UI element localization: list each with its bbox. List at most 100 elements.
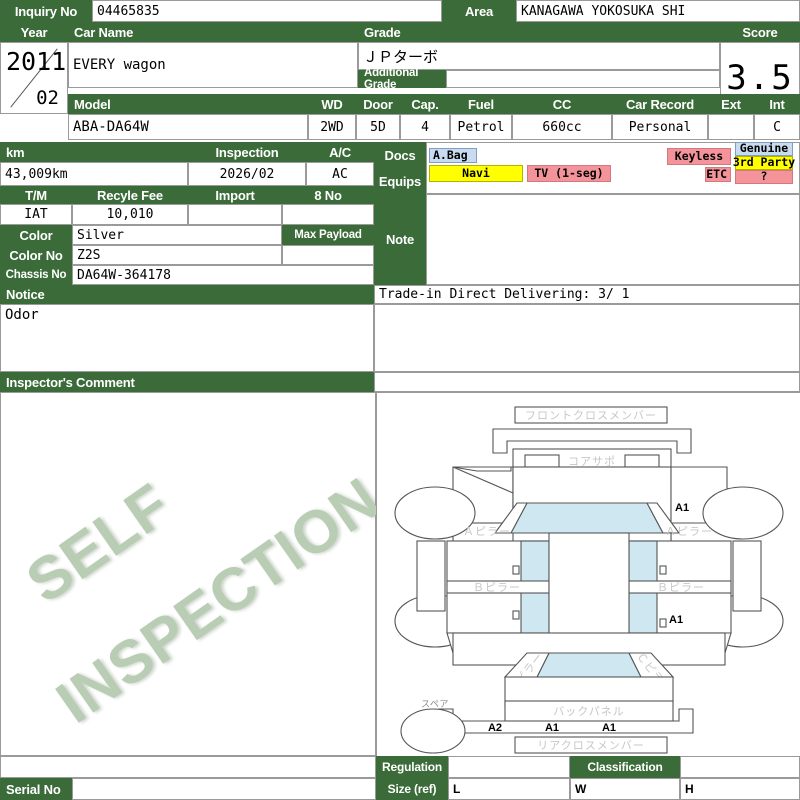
notice-right-blank: [374, 304, 800, 372]
front-cross-member-label: フロントクロスメンバー: [525, 409, 657, 422]
cap-value: 4: [400, 114, 450, 140]
core-support-left-box: [524, 454, 560, 468]
classification-label: Classification: [570, 756, 680, 778]
left-side-panel: [416, 540, 446, 612]
year-value: 2011: [6, 47, 67, 76]
wd-value: 2WD: [308, 114, 356, 140]
inspection-value: 2026/02: [188, 162, 306, 186]
car-record-label: Car Record: [612, 94, 708, 114]
core-support-label: コアサポ: [568, 455, 616, 468]
serial-no-label: Serial No: [0, 778, 72, 800]
a-pillar-left-label: Ａピラー: [463, 525, 511, 538]
rear-bumper-shape: [438, 708, 694, 734]
damage-code-rear-right: A1: [669, 614, 683, 626]
recycle-fee-value: 10,010: [72, 204, 188, 225]
ext-value: [708, 114, 754, 140]
badge-3rd-party[interactable]: 3rd Party: [732, 155, 796, 170]
wheel-front-left: [394, 486, 476, 540]
import-value: [188, 204, 282, 225]
a-pillar-right-shape: [646, 502, 681, 534]
core-support-right-box: [624, 454, 660, 468]
color-label: Color: [0, 225, 72, 245]
damage-code-rear-bumper-center: A1: [545, 722, 559, 734]
cc-label: CC: [512, 94, 612, 114]
a-pillar-left-shape: [493, 502, 528, 534]
badge-tv[interactable]: TV (1-seg): [527, 165, 611, 182]
footer-left-blank: [0, 756, 376, 778]
year-diagonal-line: [10, 48, 58, 108]
car-name-value: EVERY wagon: [68, 42, 358, 88]
int-value: C: [754, 114, 800, 140]
b-pillar-left-label: Ｂピラー: [473, 581, 521, 594]
badge-genuine[interactable]: Genuine: [735, 142, 793, 156]
inspection-label: Inspection: [188, 142, 306, 162]
a-pillar-right-label: Ａピラー: [665, 525, 713, 538]
front-cross-member-shape: [514, 406, 668, 424]
additional-grade-value: [446, 70, 720, 88]
rear-left-door-handle: [512, 610, 520, 620]
badge-abag[interactable]: A.Bag: [429, 148, 477, 163]
regulation-value: [448, 756, 570, 778]
badge-navi[interactable]: Navi: [429, 165, 523, 182]
delivery-value: Trade-in Direct Delivering: 3/ 1: [374, 285, 800, 304]
color-no-label: Color No: [0, 245, 72, 265]
size-ref-label: Size (ref): [376, 778, 448, 800]
size-l: L: [448, 778, 570, 800]
grade-value: ＪＰターボ: [358, 42, 720, 70]
inspector-comment-value: [0, 392, 376, 756]
car-record-value: Personal: [612, 114, 708, 140]
int-label: Int: [754, 94, 800, 114]
equipment-badges-area: A.Bag Navi TV (1-seg) Keyless ETC Genuin…: [426, 142, 800, 194]
year-value-cell: 2011 02: [0, 42, 68, 114]
year-label: Year: [0, 22, 68, 42]
b-pillar-right-label: Ｂピラー: [657, 581, 705, 594]
tm-label: T/M: [0, 186, 72, 204]
fuel-label: Fuel: [450, 94, 512, 114]
inquiry-no-label: Inquiry No: [0, 0, 92, 22]
km-value: 43,009km: [0, 162, 188, 186]
inspector-comment-label: Inspector's Comment: [0, 372, 374, 392]
rear-glass: [536, 652, 642, 678]
notice-value: Odor: [0, 304, 374, 372]
damage-code-rear-bumper-right: A1: [602, 722, 616, 734]
equips-label: Equips: [374, 168, 426, 194]
max-payload-value: [282, 245, 374, 265]
score-label: Score: [720, 22, 800, 42]
note-label: Note: [374, 194, 426, 285]
eight-no-value: [282, 204, 374, 225]
car-damage-diagram: フロントクロスメンバー コアサポ A1: [376, 392, 800, 758]
rear-right-door-glass: [628, 588, 658, 634]
cc-value: 660cc: [512, 114, 612, 140]
car-name-label: Car Name: [68, 22, 358, 42]
area-label: Area: [442, 0, 516, 22]
door-value: 5D: [356, 114, 400, 140]
diagram-top-blank: [374, 372, 800, 392]
front-right-door-handle: [659, 565, 667, 575]
model-value: ABA-DA64W: [68, 114, 308, 140]
badge-etc[interactable]: ETC: [705, 167, 731, 182]
back-panel-label: バックパネル: [553, 705, 624, 718]
color-value: Silver: [72, 225, 282, 245]
ac-value: AC: [306, 162, 374, 186]
badge-unknown[interactable]: ?: [735, 170, 793, 184]
fuel-value: Petrol: [450, 114, 512, 140]
rear-cross-member-label: リアクロスメンバー: [537, 739, 644, 752]
ac-label: A/C: [306, 142, 374, 162]
area-value: KANAGAWA YOKOSUKA SHI: [516, 0, 800, 22]
damage-code-rear-bumper-left: A2: [488, 722, 502, 734]
notice-label: Notice: [0, 285, 374, 304]
badge-keyless[interactable]: Keyless: [667, 148, 731, 165]
rear-cross-member-shape: [514, 736, 668, 754]
wd-label: WD: [308, 94, 356, 114]
inquiry-no-value: 04465835: [92, 0, 442, 22]
car-diagram-svg: フロントクロスメンバー コアサポ A1: [394, 406, 784, 754]
grade-label: Grade: [358, 22, 720, 42]
max-payload-label: Max Payload: [282, 225, 374, 245]
regulation-label: Regulation: [376, 756, 448, 778]
front-left-door-handle: [512, 565, 520, 575]
tm-value: IAT: [0, 204, 72, 225]
serial-no-value: [72, 778, 376, 800]
front-right-door-glass: [628, 540, 658, 586]
recycle-fee-label: Recyle Fee: [72, 186, 188, 204]
